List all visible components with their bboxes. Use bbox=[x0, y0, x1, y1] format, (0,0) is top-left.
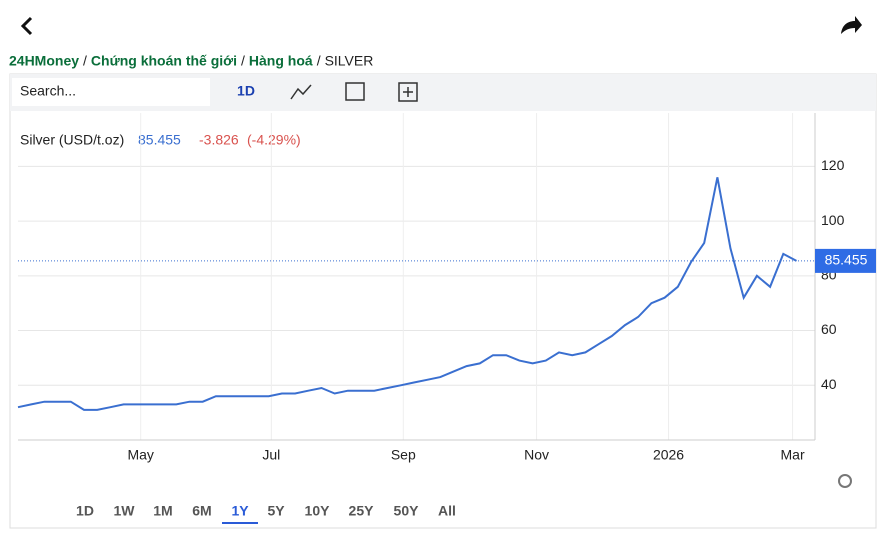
calendar-button[interactable] bbox=[345, 82, 365, 101]
back-button[interactable] bbox=[20, 16, 33, 36]
x-tick-label: Nov bbox=[524, 447, 549, 463]
share-button[interactable] bbox=[841, 16, 862, 34]
last-price-label: 85.455 bbox=[825, 252, 868, 268]
y-tick-label: 100 bbox=[821, 212, 845, 228]
search-placeholder: Search... bbox=[20, 83, 76, 99]
range-button[interactable]: All bbox=[438, 503, 456, 519]
x-tick-label: Jul bbox=[262, 447, 280, 463]
range-button[interactable]: 1W bbox=[114, 503, 136, 519]
range-button[interactable]: 10Y bbox=[305, 503, 331, 519]
breadcrumb-link[interactable]: Chứng khoán thế giới bbox=[91, 53, 237, 69]
range-button[interactable]: 1M bbox=[153, 503, 172, 519]
breadcrumb-separator: / bbox=[317, 53, 321, 69]
price-change-pct: (-4.29%) bbox=[247, 132, 301, 148]
range-selector: 1D 1W 1M 6M 1Y 5Y 10Y 25Y 50Y All bbox=[76, 503, 456, 524]
breadcrumb-current: SILVER bbox=[325, 53, 374, 69]
last-price-badge bbox=[815, 248, 876, 273]
range-button[interactable]: 5Y bbox=[267, 503, 285, 519]
search-box[interactable] bbox=[12, 78, 210, 106]
chart-type-button[interactable] bbox=[290, 84, 312, 100]
chart-panel bbox=[9, 73, 877, 529]
y-tick-label: 40 bbox=[821, 376, 837, 392]
chart-title: Silver (USD/t.oz) bbox=[20, 132, 124, 148]
range-button[interactable]: 50Y bbox=[394, 503, 420, 519]
price-change: -3.826 bbox=[199, 132, 239, 148]
settings-button[interactable] bbox=[838, 474, 852, 488]
breadcrumb-separator: / bbox=[83, 53, 87, 69]
y-tick-label: 120 bbox=[821, 157, 845, 173]
breadcrumb-link[interactable]: 24HMoney bbox=[9, 53, 79, 69]
add-indicator-button[interactable] bbox=[398, 82, 418, 102]
y-tick-label: 60 bbox=[821, 321, 837, 337]
x-tick-label: Mar bbox=[781, 447, 805, 463]
breadcrumb-separator: / bbox=[241, 53, 245, 69]
range-button[interactable]: 25Y bbox=[349, 503, 375, 519]
price-line bbox=[17, 177, 797, 411]
breadcrumb: 24HMoney / Chứng khoán thế giới / Hàng hoá / S… bbox=[9, 53, 373, 69]
breadcrumb-link[interactable]: Hàng hoá bbox=[249, 53, 313, 69]
x-tick-label: 2026 bbox=[653, 447, 684, 463]
x-tick-label: Sep bbox=[391, 447, 416, 463]
plus-icon bbox=[403, 87, 413, 97]
range-button[interactable]: 6M bbox=[192, 503, 211, 519]
interval-button[interactable]: 1D bbox=[237, 83, 255, 99]
x-tick-label: May bbox=[127, 447, 153, 463]
last-price: 85.455 bbox=[138, 132, 181, 148]
range-button[interactable]: 1D bbox=[76, 503, 94, 519]
range-button[interactable]: 1Y bbox=[231, 503, 249, 519]
